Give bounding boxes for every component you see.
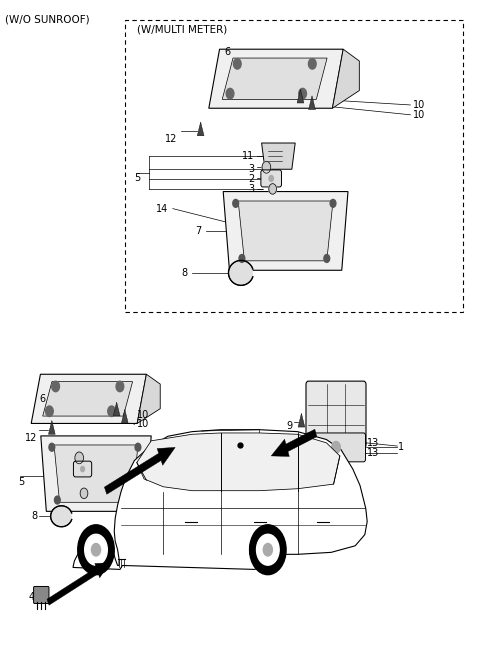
Text: 10: 10 <box>413 110 425 120</box>
Text: 10: 10 <box>137 419 149 430</box>
Text: 5: 5 <box>134 173 141 184</box>
Polygon shape <box>41 436 151 512</box>
Polygon shape <box>222 58 327 99</box>
FancyBboxPatch shape <box>73 461 92 477</box>
Circle shape <box>80 488 88 499</box>
Polygon shape <box>54 445 138 502</box>
Polygon shape <box>297 89 304 103</box>
Text: 7: 7 <box>61 464 67 474</box>
Text: 3: 3 <box>248 164 254 174</box>
Polygon shape <box>209 49 343 108</box>
Circle shape <box>309 58 316 69</box>
Polygon shape <box>333 49 360 108</box>
Polygon shape <box>121 409 128 423</box>
Text: 10: 10 <box>137 409 149 420</box>
Text: (W/O SUNROOF): (W/O SUNROOF) <box>5 14 89 24</box>
Polygon shape <box>223 192 348 270</box>
Polygon shape <box>197 122 204 136</box>
Polygon shape <box>271 429 317 457</box>
Circle shape <box>91 543 101 556</box>
Circle shape <box>84 534 108 565</box>
Circle shape <box>233 199 239 207</box>
Polygon shape <box>137 433 340 491</box>
Polygon shape <box>238 201 333 261</box>
Circle shape <box>108 406 116 417</box>
Circle shape <box>332 441 340 453</box>
Circle shape <box>135 443 141 451</box>
FancyBboxPatch shape <box>306 381 366 448</box>
Circle shape <box>233 58 241 69</box>
Polygon shape <box>137 374 160 424</box>
Polygon shape <box>43 382 132 416</box>
Polygon shape <box>228 260 253 285</box>
Circle shape <box>49 443 55 451</box>
Circle shape <box>299 89 306 99</box>
Polygon shape <box>105 447 175 494</box>
Polygon shape <box>48 420 55 434</box>
Text: 7: 7 <box>195 226 202 236</box>
Circle shape <box>256 534 279 565</box>
Text: 13: 13 <box>367 438 380 448</box>
Circle shape <box>81 466 84 472</box>
Circle shape <box>130 496 135 504</box>
Text: 6: 6 <box>39 394 46 404</box>
Polygon shape <box>309 96 315 110</box>
Circle shape <box>116 381 124 392</box>
Text: 3: 3 <box>248 184 254 194</box>
Circle shape <box>269 175 274 181</box>
Text: 5: 5 <box>18 477 24 487</box>
Text: 11: 11 <box>242 151 254 161</box>
Text: 10: 10 <box>413 100 425 110</box>
Text: 1: 1 <box>398 442 405 453</box>
Text: 8: 8 <box>181 268 187 278</box>
Text: 12: 12 <box>25 433 37 443</box>
Polygon shape <box>262 143 295 169</box>
Circle shape <box>269 184 276 194</box>
FancyBboxPatch shape <box>34 586 49 604</box>
Circle shape <box>75 452 84 464</box>
Circle shape <box>250 525 286 575</box>
Text: 3: 3 <box>61 488 67 499</box>
Polygon shape <box>31 374 146 424</box>
Text: 12: 12 <box>165 134 178 144</box>
Circle shape <box>263 543 273 556</box>
Polygon shape <box>113 402 120 416</box>
Text: 6: 6 <box>224 47 230 58</box>
Circle shape <box>324 255 330 262</box>
Text: 13: 13 <box>367 447 380 458</box>
FancyBboxPatch shape <box>261 170 281 187</box>
Circle shape <box>78 525 114 575</box>
Text: 8: 8 <box>31 511 37 522</box>
Polygon shape <box>51 506 72 527</box>
Text: 3: 3 <box>61 453 67 463</box>
FancyBboxPatch shape <box>306 433 366 462</box>
Text: (W/MULTI METER): (W/MULTI METER) <box>137 25 227 35</box>
Text: 2: 2 <box>248 174 254 184</box>
Circle shape <box>55 496 60 504</box>
Circle shape <box>46 406 53 417</box>
Polygon shape <box>298 413 305 427</box>
Circle shape <box>226 89 234 99</box>
Text: 14: 14 <box>156 203 168 214</box>
Text: 4: 4 <box>28 592 35 602</box>
Circle shape <box>239 255 245 262</box>
Polygon shape <box>73 430 367 569</box>
Circle shape <box>330 199 336 207</box>
Polygon shape <box>47 563 109 605</box>
Text: 9: 9 <box>287 421 293 432</box>
Circle shape <box>52 381 60 392</box>
Circle shape <box>262 161 271 173</box>
Bar <box>125 20 463 312</box>
